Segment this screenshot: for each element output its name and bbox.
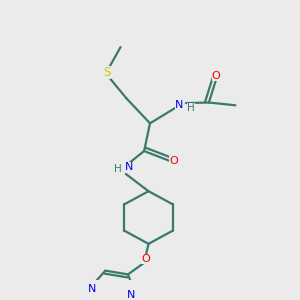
Text: H: H (187, 103, 194, 113)
Text: N: N (124, 162, 133, 172)
Text: O: O (141, 254, 150, 264)
Text: O: O (169, 156, 178, 166)
Text: N: N (88, 284, 96, 294)
Text: O: O (212, 71, 220, 81)
Text: S: S (103, 65, 111, 79)
Text: H: H (114, 164, 122, 174)
Text: N: N (127, 290, 136, 300)
Text: N: N (175, 100, 184, 110)
